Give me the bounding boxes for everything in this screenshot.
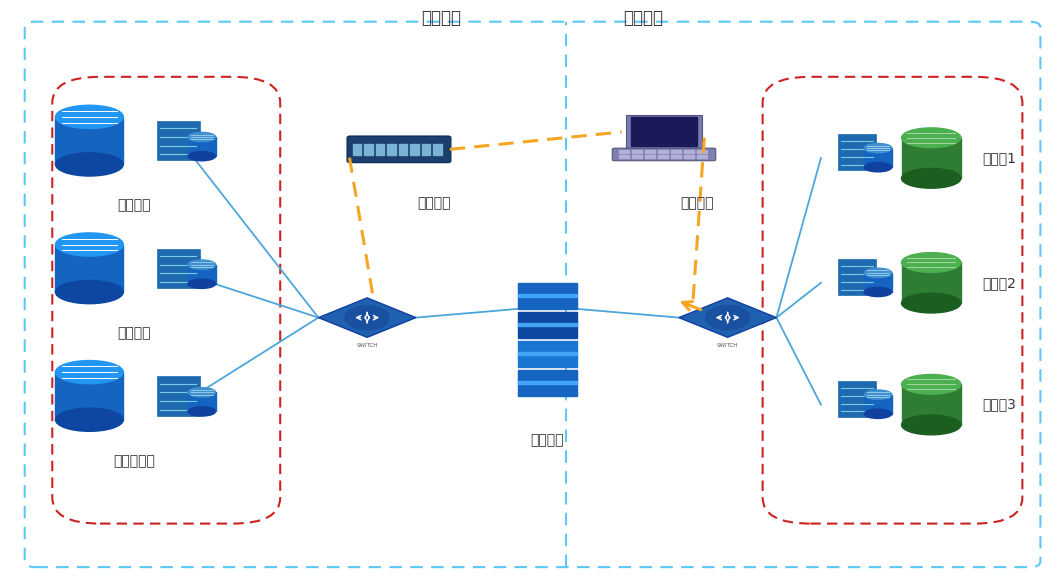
Bar [519,312,576,338]
Bar [519,370,576,396]
Bar [157,121,200,160]
Bar [157,248,200,288]
Bar [838,134,876,170]
Text: 美创脱敏: 美创脱敏 [417,196,451,210]
Ellipse shape [188,260,216,269]
Bar [696,155,707,158]
Bar [620,155,629,158]
Polygon shape [319,298,416,338]
Bar [422,143,431,155]
Ellipse shape [864,163,892,172]
Ellipse shape [188,279,216,289]
Bar [188,265,216,284]
Ellipse shape [901,415,961,435]
Ellipse shape [901,252,961,272]
Bar [838,381,876,417]
Bar [55,117,123,164]
Bar [864,273,892,292]
Ellipse shape [55,153,123,176]
Ellipse shape [188,152,216,161]
Ellipse shape [864,390,892,399]
Text: 生产环境: 生产环境 [421,9,461,27]
Bar [157,376,200,416]
Bar [671,150,681,153]
Ellipse shape [188,407,216,416]
Bar [410,143,419,155]
Bar [901,384,961,425]
Bar [399,143,407,155]
Bar [376,143,385,155]
Text: 测试卷3: 测试卷3 [982,398,1016,412]
Bar [632,155,642,158]
Bar [864,395,892,414]
Ellipse shape [188,388,216,397]
Ellipse shape [901,168,961,188]
Bar [684,155,694,158]
Ellipse shape [55,233,123,256]
Polygon shape [679,298,776,338]
Text: 隔离网闸: 隔离网闸 [530,434,564,448]
Ellipse shape [864,409,892,419]
Bar [901,262,961,303]
Bar [365,143,373,155]
Bar [838,259,876,295]
Text: 测试卷2: 测试卷2 [982,276,1016,290]
Ellipse shape [55,106,123,128]
Bar [631,117,697,146]
Text: 测试卷1: 测试卷1 [982,151,1016,165]
Bar [696,150,707,153]
Bar [658,150,668,153]
Ellipse shape [864,287,892,297]
Ellipse shape [864,268,892,278]
Bar [658,155,668,158]
Ellipse shape [55,360,123,384]
Bar [519,283,576,309]
Bar [434,143,442,155]
Text: 测试环境: 测试环境 [623,9,663,27]
Bar [55,372,123,420]
Text: 开发测试: 开发测试 [680,196,713,210]
Bar [353,143,361,155]
Bar [519,381,576,384]
Text: 借贷系统: 借贷系统 [117,326,151,340]
Bar [864,148,892,167]
Ellipse shape [188,132,216,142]
Ellipse shape [864,143,892,153]
Ellipse shape [901,374,961,394]
Bar [671,155,681,158]
Bar [188,137,216,156]
Ellipse shape [55,408,123,431]
Text: SWITCH: SWITCH [356,343,377,348]
Bar [519,294,576,297]
Bar [188,392,216,412]
Bar [632,150,642,153]
Bar [519,323,576,326]
Bar [55,244,123,292]
Polygon shape [626,114,703,149]
Bar [519,352,576,355]
Text: 电子支付: 电子支付 [117,199,151,213]
Bar [519,342,576,367]
Text: 信贷系统等: 信贷系统等 [113,454,155,468]
Ellipse shape [55,280,123,304]
Bar [645,150,655,153]
Bar [645,155,655,158]
Ellipse shape [901,293,961,313]
Circle shape [345,305,389,329]
Bar [684,150,694,153]
Bar [901,138,961,178]
Text: SWITCH: SWITCH [716,343,739,348]
FancyBboxPatch shape [347,136,451,163]
Bar [387,143,395,155]
Bar [620,150,629,153]
Circle shape [706,305,749,329]
Ellipse shape [901,128,961,147]
FancyBboxPatch shape [612,148,715,161]
